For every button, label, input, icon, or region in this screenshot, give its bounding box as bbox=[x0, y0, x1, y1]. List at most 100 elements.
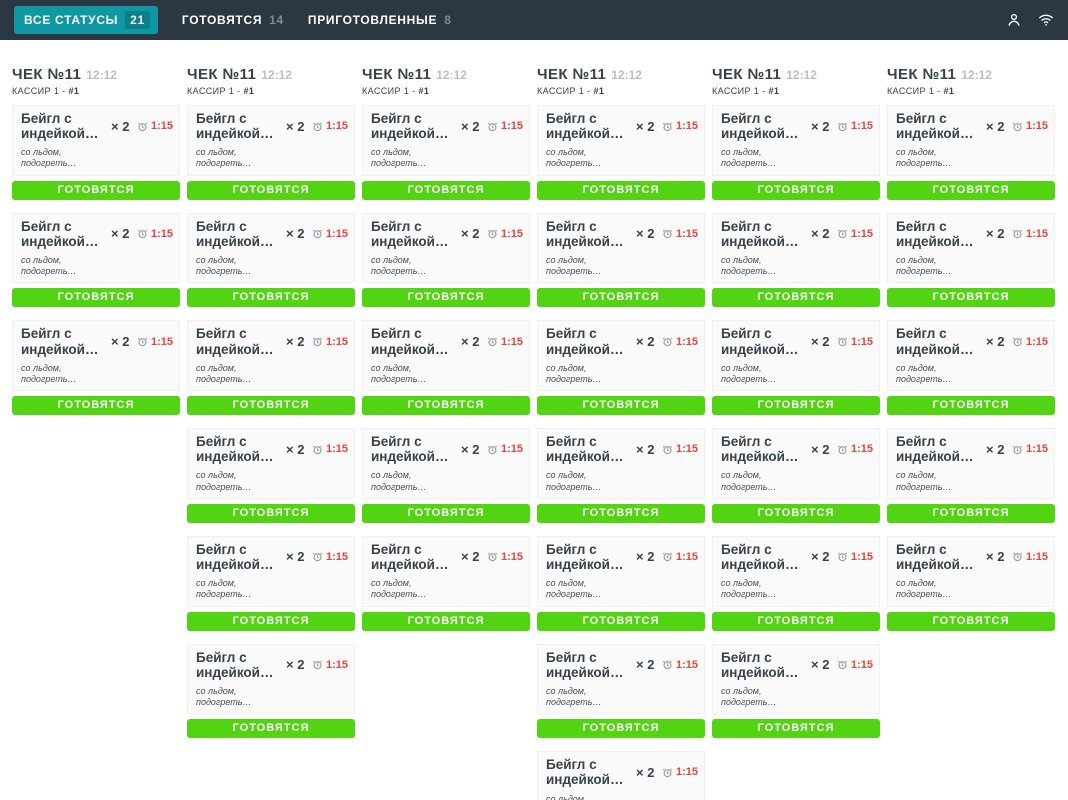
item-top-row: Бейгл с индейкой… × 2 1:15 bbox=[196, 650, 348, 680]
item-quantity: × 2 bbox=[986, 549, 1005, 565]
item-timer-value: 1:15 bbox=[1025, 120, 1048, 133]
item-timer-value: 1:15 bbox=[850, 120, 873, 133]
modifier-line: со льдом, bbox=[371, 470, 412, 481]
tab-all-statuses[interactable]: ВСЕ СТАТУСЫ 21 bbox=[14, 6, 158, 34]
item-status-button[interactable]: ГОТОВЯТСЯ bbox=[537, 719, 705, 739]
modifier-line: со льдом, bbox=[546, 578, 587, 589]
item-status-button[interactable]: ГОТОВЯТСЯ bbox=[187, 288, 355, 308]
item-body: Бейгл с индейкой… × 2 1:15 со льдом, под… bbox=[362, 212, 530, 284]
cashier-line: КАССИР 1 - #1 bbox=[187, 86, 355, 97]
check-title: ЧЕК №11 bbox=[187, 66, 257, 83]
item-status-button[interactable]: ГОТОВЯТСЯ bbox=[712, 503, 880, 523]
alarm-clock-icon bbox=[1012, 553, 1023, 562]
item-status-button[interactable]: ГОТОВЯТСЯ bbox=[362, 180, 530, 200]
item-body: Бейгл с индейкой… × 2 1:15 со льдом, под… bbox=[887, 320, 1055, 392]
check-time: 12:12 bbox=[961, 68, 992, 82]
alarm-clock-icon bbox=[487, 229, 498, 239]
item-status-button[interactable]: ГОТОВЯТСЯ bbox=[537, 396, 705, 416]
modifier-line: подогреть… bbox=[371, 481, 427, 492]
item-top-row: Бейгл с индейкой… × 2 1:15 bbox=[721, 111, 873, 141]
item-top-row: Бейгл с индейкой… × 2 1:15 bbox=[546, 326, 698, 356]
alarm-clock-icon bbox=[312, 337, 323, 347]
item-status-button[interactable]: ГОТОВЯТСЯ bbox=[12, 180, 180, 200]
check-line: ЧЕК №11 12:12 bbox=[187, 66, 355, 84]
alarm-clock-icon bbox=[1012, 445, 1023, 454]
alarm-clock-icon bbox=[137, 337, 148, 347]
modifier-line: подогреть… bbox=[721, 158, 777, 169]
item-status-button[interactable]: ГОТОВЯТСЯ bbox=[187, 719, 355, 739]
order-board: ЧЕК №11 12:12 КАССИР 1 - #1 Бейгл с индей… bbox=[0, 40, 1068, 800]
item-quantity: × 2 bbox=[986, 226, 1005, 242]
item-status-button[interactable]: ГОТОВЯТСЯ bbox=[362, 288, 530, 308]
item-status-button[interactable]: ГОТОВЯТСЯ bbox=[712, 288, 880, 308]
cashier-line: КАССИР 1 - #1 bbox=[12, 86, 180, 97]
item-timer-value: 1:15 bbox=[325, 120, 348, 133]
item-status-button[interactable]: ГОТОВЯТСЯ bbox=[887, 503, 1055, 523]
item-name: Бейгл с индейкой… bbox=[196, 434, 274, 465]
item-status-button[interactable]: ГОТОВЯТСЯ bbox=[537, 288, 705, 308]
item-body: Бейгл с индейкой… × 2 1:15 со льдом, под… bbox=[362, 428, 530, 499]
item-status-button[interactable]: ГОТОВЯТСЯ bbox=[12, 288, 180, 308]
alarm-clock-icon bbox=[312, 553, 323, 562]
item-name: Бейгл с индейкой… bbox=[546, 541, 624, 572]
item-status-button[interactable]: ГОТОВЯТСЯ bbox=[362, 503, 530, 523]
user-icon[interactable] bbox=[1006, 12, 1022, 28]
item-name: Бейгл с индейкой… bbox=[896, 326, 974, 357]
item-timer: 1:15 bbox=[137, 336, 173, 348]
item-timer-value: 1:15 bbox=[675, 443, 698, 456]
order-column: ЧЕК №11 12:12 КАССИР 1 - #1 Бейгл с индей… bbox=[12, 66, 180, 428]
check-line: ЧЕК №11 12:12 bbox=[12, 66, 180, 84]
modifier-line: подогреть… bbox=[371, 158, 427, 169]
item-status-button[interactable]: ГОТОВЯТСЯ bbox=[187, 611, 355, 631]
order-item: Бейгл с индейкой… × 2 1:15 со льдом, под… bbox=[712, 535, 880, 631]
item-status-button[interactable]: ГОТОВЯТСЯ bbox=[712, 611, 880, 631]
item-status-button[interactable]: ГОТОВЯТСЯ bbox=[362, 396, 530, 416]
item-status-button[interactable]: ГОТОВЯТСЯ bbox=[537, 503, 705, 523]
item-status-button[interactable]: ГОТОВЯТСЯ bbox=[712, 180, 880, 200]
item-timer-value: 1:15 bbox=[1025, 335, 1048, 348]
item-status-button[interactable]: ГОТОВЯТСЯ bbox=[712, 396, 880, 416]
order-item: Бейгл с индейкой… × 2 1:15 со льдом, под… bbox=[187, 643, 355, 739]
item-body: Бейгл с индейкой… × 2 1:15 со льдом, под… bbox=[537, 320, 705, 392]
item-top-row: Бейгл с индейкой… × 2 1:15 bbox=[546, 542, 698, 572]
item-status-button[interactable]: ГОТОВЯТСЯ bbox=[187, 503, 355, 523]
item-top-row: Бейгл с индейкой… × 2 1:15 bbox=[721, 219, 873, 249]
item-status-button[interactable]: ГОТОВЯТСЯ bbox=[887, 611, 1055, 631]
item-timer: 1:15 bbox=[312, 228, 348, 240]
item-status-button[interactable]: ГОТОВЯТСЯ bbox=[887, 396, 1055, 416]
modifier-line: со льдом, bbox=[196, 685, 237, 696]
item-modifiers: со льдом, подогреть… bbox=[196, 147, 348, 170]
item-name: Бейгл с индейкой… bbox=[21, 111, 99, 142]
item-modifiers: со льдом, подогреть… bbox=[721, 470, 873, 493]
item-name: Бейгл с индейкой… bbox=[721, 649, 799, 680]
item-status-button[interactable]: ГОТОВЯТСЯ bbox=[887, 288, 1055, 308]
item-status-button[interactable]: ГОТОВЯТСЯ bbox=[187, 180, 355, 200]
item-status-button[interactable]: ГОТОВЯТСЯ bbox=[187, 396, 355, 416]
modifier-line: со льдом, bbox=[196, 147, 237, 158]
item-top-row: Бейгл с индейкой… × 2 1:15 bbox=[546, 650, 698, 680]
order-column: ЧЕК №11 12:12 КАССИР 1 - #1 Бейгл с индей… bbox=[712, 66, 880, 751]
order-item: Бейгл с индейкой… × 2 1:15 со льдом, под… bbox=[537, 105, 705, 200]
item-status-button[interactable]: ГОТОВЯТСЯ bbox=[887, 180, 1055, 200]
tab-preparing[interactable]: ГОТОВЯТСЯ 14 bbox=[182, 13, 284, 27]
item-status-button[interactable]: ГОТОВЯТСЯ bbox=[537, 611, 705, 631]
item-status-button[interactable]: ГОТОВЯТСЯ bbox=[362, 611, 530, 631]
modifier-line: со льдом, bbox=[546, 470, 587, 481]
alarm-clock-icon bbox=[837, 553, 848, 562]
item-name: Бейгл с индейкой… bbox=[196, 326, 274, 357]
item-status-button[interactable]: ГОТОВЯТСЯ bbox=[537, 180, 705, 200]
item-status-button[interactable]: ГОТОВЯТСЯ bbox=[12, 396, 180, 416]
item-name: Бейгл с индейкой… bbox=[371, 111, 449, 142]
item-timer: 1:15 bbox=[312, 551, 348, 563]
check-time: 12:12 bbox=[611, 68, 642, 82]
modifier-line: со льдом, bbox=[546, 362, 587, 373]
item-timer: 1:15 bbox=[1012, 228, 1048, 240]
tab-prepared[interactable]: ПРИГОТОВЛЕННЫЕ 8 bbox=[308, 13, 452, 27]
item-modifiers: со льдом, подогреть… bbox=[21, 363, 173, 386]
item-top-row: Бейгл с индейкой… × 2 1:15 bbox=[371, 219, 523, 249]
order-item: Бейгл с индейкой… × 2 1:15 со льдом, под… bbox=[537, 535, 705, 631]
modifier-line: подогреть… bbox=[546, 266, 602, 277]
check-header: ЧЕК №11 12:12 КАССИР 1 - #1 bbox=[537, 66, 705, 97]
item-status-button[interactable]: ГОТОВЯТСЯ bbox=[712, 719, 880, 739]
item-quantity: × 2 bbox=[986, 118, 1005, 134]
